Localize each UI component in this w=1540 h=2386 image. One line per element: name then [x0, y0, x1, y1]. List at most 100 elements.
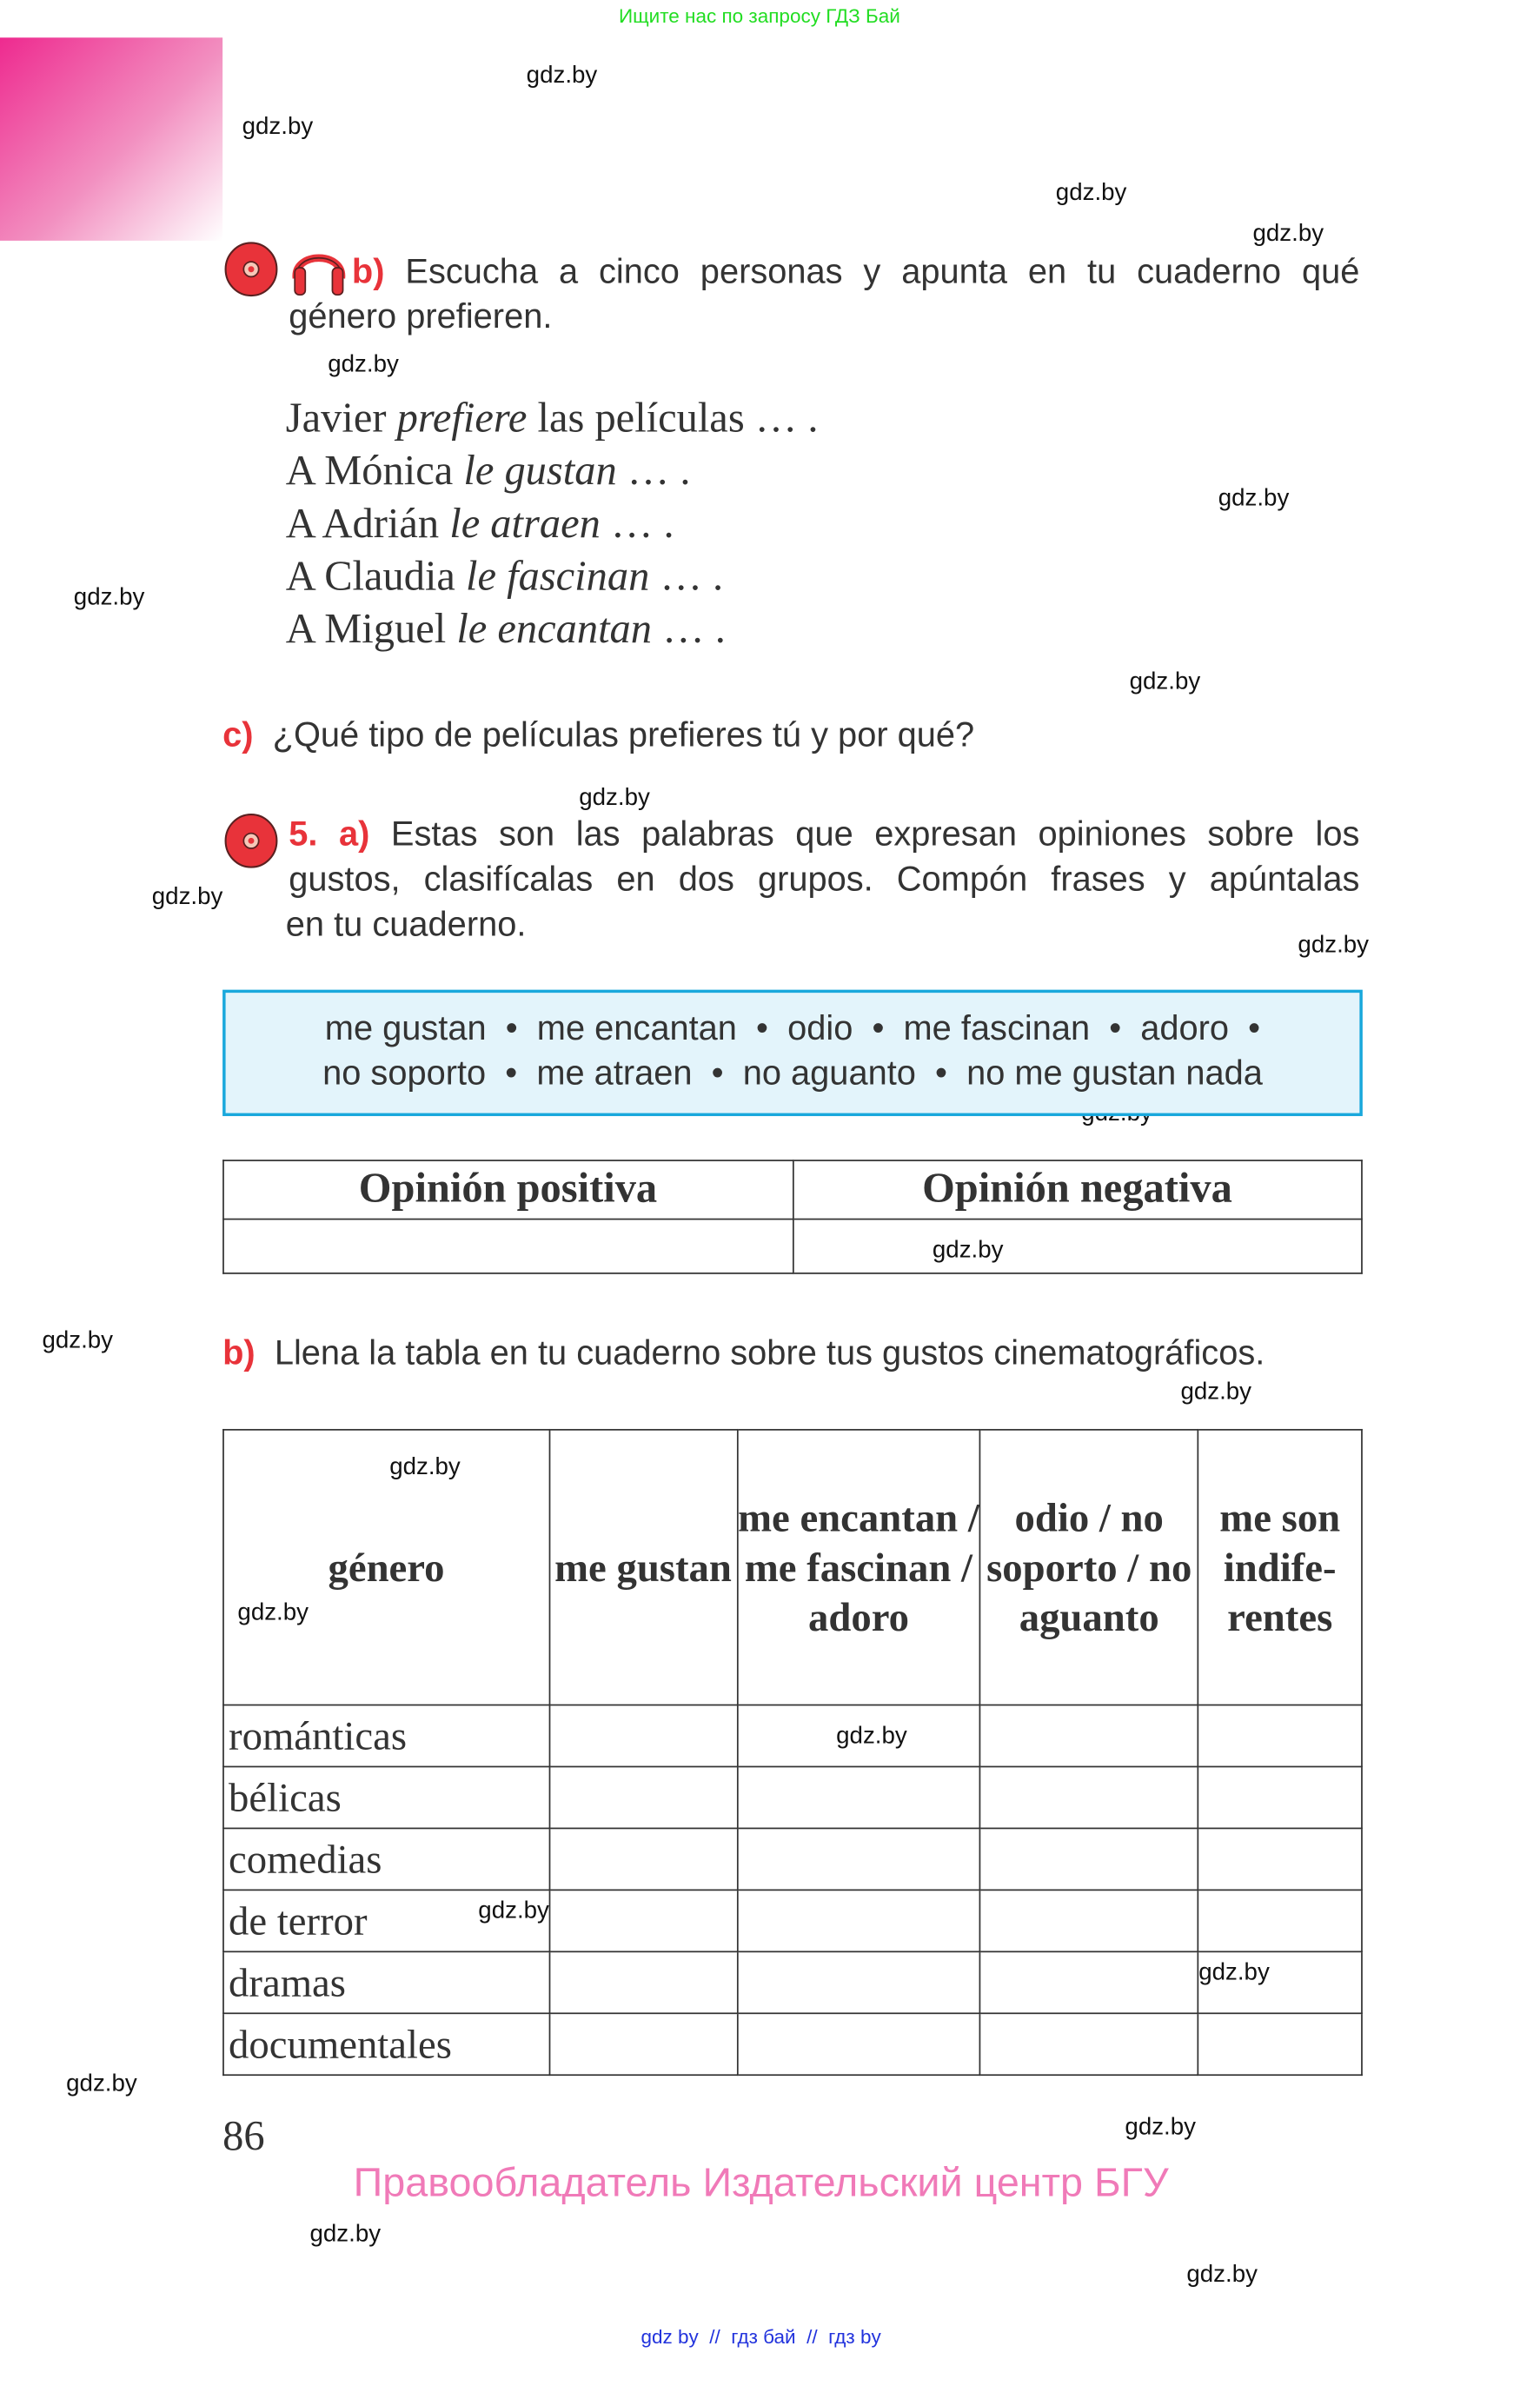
- watermark-text: gdz.by: [73, 585, 145, 611]
- empty-cell: [736, 1765, 981, 1830]
- empty-cell: [979, 1765, 1199, 1830]
- sentence-text: … .: [616, 448, 691, 495]
- sentence: A Adrián le atraen … .: [286, 498, 819, 551]
- word-box-line: no soporto • me atraen • no aguanto • no…: [322, 1053, 1263, 1093]
- exercise-5b: b) Llena la tabla en tu cuaderno sobre t…: [222, 1330, 1265, 1375]
- genre-cell: bélicas: [222, 1765, 550, 1830]
- sentence-text: … .: [649, 553, 724, 601]
- column-header: odio / no soporto / no aguanto: [979, 1428, 1199, 1706]
- empty-cell: [1197, 1889, 1363, 1953]
- empty-cell: [548, 1704, 738, 1768]
- watermark-text: gdz.by: [42, 1328, 114, 1354]
- watermark-text: gdz.by: [1186, 2262, 1258, 2289]
- empty-cell: [736, 1827, 981, 1891]
- column-header: me son indife-rentes: [1197, 1428, 1363, 1706]
- watermark-text: gdz.by: [328, 351, 399, 378]
- table-row: bélicas: [222, 1765, 1363, 1830]
- genre-cell: de terror: [222, 1889, 550, 1953]
- table-row: documentales: [222, 2012, 1363, 2077]
- exercise-4b-line1: b) Escucha a cinco personas y apunta en …: [352, 249, 1359, 294]
- empty-cell: [736, 1889, 981, 1953]
- sentence-verb: le fascinan: [466, 553, 650, 601]
- headphones-icon: [292, 254, 346, 296]
- watermark-text: gdz.by: [579, 785, 650, 811]
- watermark-text: gdz.by: [151, 884, 223, 910]
- empty-cell: [736, 1951, 981, 2015]
- sentence-verb: le gustan: [463, 448, 617, 495]
- pink-corner-decoration: [0, 37, 223, 241]
- table-row: dramas: [222, 1951, 1363, 2015]
- watermark-text: gdz.by: [1298, 932, 1369, 959]
- sentence-text: A Miguel: [285, 606, 457, 654]
- empty-cell: [1197, 1765, 1363, 1830]
- sentence-verb: le encantan: [456, 606, 653, 654]
- watermark-text: gdz.by: [1129, 669, 1201, 695]
- watermark-text: gdz.by: [1125, 2115, 1196, 2141]
- cd-audio-icon: [224, 814, 278, 868]
- instruction-text: Escucha a cinco personas y apunta en tu …: [405, 250, 1360, 290]
- sentence-text: A Claudia: [285, 553, 467, 601]
- sentence-text: Javier: [285, 395, 397, 442]
- sentence-text: A Adrián: [285, 501, 450, 548]
- genre-cell: documentales: [222, 2012, 550, 2077]
- sentence-list: Javier prefiere las películas … .A Mónic…: [286, 393, 819, 656]
- empty-cell: [548, 1951, 738, 2015]
- exercise-5a-line1: 5. a) Estas son las palabras que expresa…: [289, 811, 1359, 856]
- instruction-text: Llena la tabla en tu cuaderno sobre tus …: [274, 1333, 1265, 1372]
- sentence-verb: le atraen: [449, 501, 601, 548]
- sentence: A Miguel le encantan … .: [286, 603, 819, 656]
- genre-table: género me gustan me encantan / me fascinan…: [222, 1428, 1363, 2077]
- cell-positive: [222, 1218, 793, 1274]
- exercise-4b-line2: género prefieren.: [289, 296, 553, 336]
- empty-cell: [1197, 2012, 1363, 2077]
- watermark-text: gdz.by: [1218, 485, 1290, 512]
- sentence-text: las películas … .: [527, 395, 819, 442]
- table-row: comedias: [222, 1827, 1363, 1891]
- sentence-text: A Mónica: [285, 448, 464, 495]
- genre-cell: dramas: [222, 1951, 550, 2015]
- empty-cell: [979, 1704, 1199, 1768]
- word-box: me gustan • me encantan • odio • me fasc…: [222, 989, 1363, 1117]
- question-text: ¿Qué tipo de películas prefieres tú y po…: [272, 714, 975, 754]
- sentence-text: … .: [600, 501, 674, 548]
- sentence: A Mónica le gustan … .: [286, 445, 819, 498]
- exercise-label: b): [351, 250, 385, 290]
- column-header: me encantan / me fascinan / adoro: [736, 1428, 981, 1706]
- table-row: románticas: [222, 1704, 1363, 1768]
- empty-cell: [979, 2012, 1199, 2077]
- empty-cell: [548, 1889, 738, 1953]
- empty-cell: [736, 2012, 981, 2077]
- header-positive: Opinión positiva: [222, 1160, 793, 1220]
- sentence: A Claudia le fascinan … .: [286, 550, 819, 603]
- sentence: Javier prefiere las películas … .: [286, 393, 819, 446]
- empty-cell: [979, 1951, 1199, 2015]
- page-number: 86: [222, 2113, 265, 2160]
- empty-cell: [979, 1889, 1199, 1953]
- cell-negative: [792, 1218, 1363, 1274]
- exercise-label: b): [222, 1333, 256, 1372]
- sentence-verb: prefiere: [396, 395, 528, 442]
- column-header: género: [222, 1428, 550, 1706]
- sentence-text: … .: [652, 606, 726, 654]
- footer-links[interactable]: gdz by // гдз бай // гдз by: [641, 2325, 881, 2349]
- watermark-text: gdz.by: [1180, 1379, 1252, 1406]
- header-note: Ищите нас по запросу ГДЗ Бай: [618, 4, 900, 28]
- empty-cell: [1197, 1951, 1363, 2015]
- exercise-label: c): [222, 714, 254, 754]
- empty-cell: [1197, 1827, 1363, 1891]
- watermark-text: gdz.by: [309, 2221, 382, 2248]
- exercise-5a-line2: gustos, clasifícalas en dos grupos. Comp…: [289, 859, 1360, 899]
- table-row: de terror: [222, 1889, 1363, 1953]
- empty-cell: [548, 1765, 738, 1830]
- watermark-text: gdz.by: [1252, 221, 1324, 247]
- instruction-text: Estas son las palabras que expresan opin…: [390, 814, 1360, 854]
- empty-cell: [548, 1827, 738, 1891]
- header-negative: Opinión negativa: [792, 1160, 1363, 1220]
- genre-cell: comedias: [222, 1827, 550, 1891]
- cd-audio-icon: [224, 242, 278, 297]
- exercise-4c: c) ¿Qué tipo de películas prefieres tú y…: [222, 712, 974, 757]
- empty-cell: [1197, 1704, 1363, 1768]
- copyright-notice: Правообладатель Издательский центр БГУ: [353, 2159, 1169, 2205]
- watermark-text: gdz.by: [242, 114, 314, 140]
